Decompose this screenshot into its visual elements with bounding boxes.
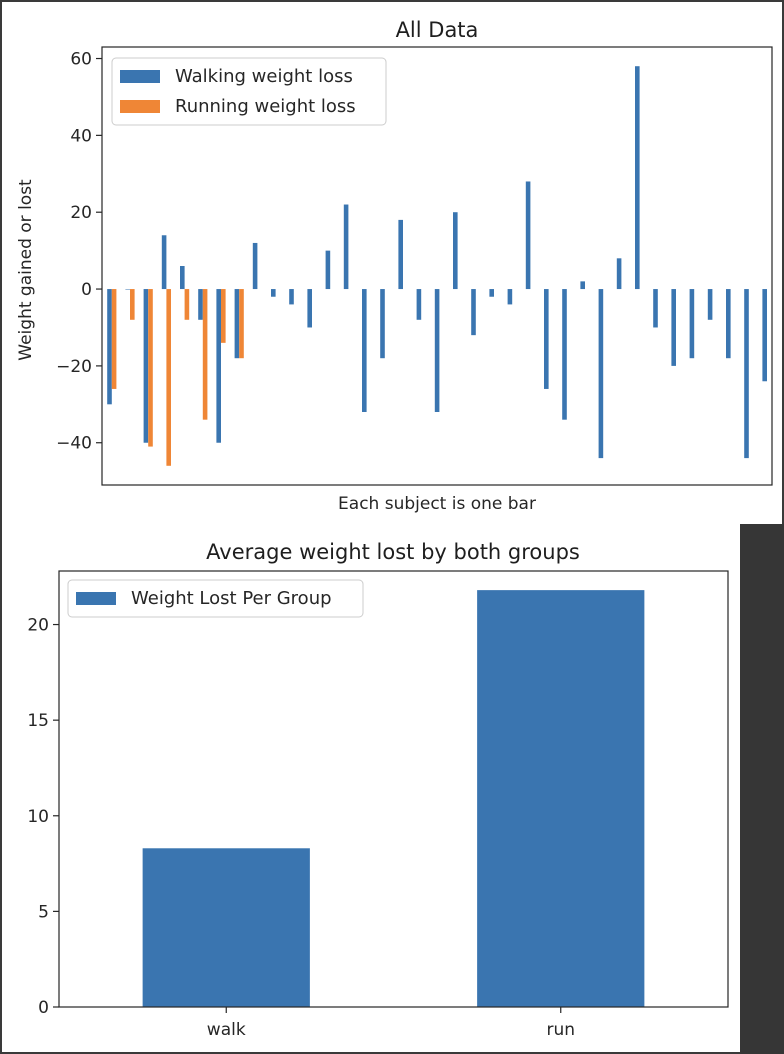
all-data-axes: −40 −20 0 20 40 60 (56, 46, 773, 486)
walking-bar-6 (216, 289, 221, 443)
walking-bar-36 (762, 289, 767, 382)
bar-run (477, 590, 645, 1007)
all-data-chart: −40 −20 0 20 40 60 All Data Each subject is o… (16, 18, 773, 514)
walking-bar-18 (434, 289, 440, 412)
legend: Weight Lost Per Group (67, 579, 364, 618)
y-tick-label: 15 (27, 711, 49, 731)
running-bar-6 (221, 289, 226, 343)
running-bar-1 (130, 289, 135, 320)
walking-bar-16 (398, 219, 403, 290)
walking-bar-4 (180, 266, 185, 290)
legend-frame (111, 57, 387, 126)
walking-bar-29 (635, 66, 640, 290)
walking-bar-24 (544, 289, 549, 389)
walking-bar-9 (271, 289, 276, 297)
bar-walk (142, 848, 310, 1007)
walking-bar-34 (726, 289, 731, 359)
walking-bar-20 (471, 289, 476, 336)
y-tick-label: 20 (27, 616, 49, 636)
all-data-bars (107, 66, 767, 466)
walking-bar-27 (598, 289, 604, 459)
y-tick-label: 10 (27, 807, 49, 827)
walking-bar-3 (161, 235, 167, 290)
running-bar-7 (239, 289, 244, 359)
y-tick-label: 5 (38, 902, 49, 922)
legend-frame (67, 579, 364, 618)
running-bar-5 (202, 289, 208, 420)
legend-entry: Walking weight loss (175, 66, 353, 87)
x-tick-label: run (546, 1020, 575, 1040)
walking-bar-26 (580, 281, 585, 290)
y-tick-label: 40 (70, 126, 92, 146)
plot-frame (101, 46, 773, 486)
walking-bar-35 (744, 289, 749, 459)
legend-entry: Running weight loss (175, 96, 356, 117)
walking-bar-28 (616, 258, 622, 290)
x-tick-label: walk (207, 1020, 246, 1040)
y-tick-label: −20 (56, 357, 92, 377)
chart-title: All Data (396, 18, 479, 42)
running-bar-0 (111, 289, 117, 389)
walking-bar-22 (507, 289, 513, 305)
y-tick-label: −40 (56, 434, 92, 454)
legend: Walking weight loss Running weight loss (111, 57, 387, 126)
walking-bar-23 (525, 181, 531, 290)
walking-bar-5 (198, 289, 203, 320)
y-tick-label: 0 (38, 998, 49, 1018)
y-tick-label: 60 (70, 50, 92, 70)
x-axis-label: Each subject is one bar (338, 494, 536, 514)
walking-bar-33 (707, 289, 713, 320)
running-bar-2 (148, 289, 153, 447)
legend-entry: Weight Lost Per Group (131, 588, 332, 609)
chart-title: Average weight lost by both groups (206, 540, 580, 564)
y-tick-label: 0 (81, 280, 92, 300)
walking-bar-31 (671, 289, 676, 366)
walking-bar-15 (380, 289, 385, 359)
walking-bar-17 (416, 289, 422, 320)
average-weight-chart: walk run 0 5 10 15 20 Average weight lost by b… (27, 540, 729, 1040)
walking-bar-10 (289, 289, 294, 305)
walking-bar-21 (489, 289, 494, 297)
average-bars (142, 590, 645, 1007)
walking-bar-19 (453, 212, 458, 290)
legend-swatch (120, 70, 160, 83)
y-axis-label: Weight gained or lost (16, 179, 36, 361)
walking-bar-25 (562, 289, 567, 420)
walking-bar-14 (362, 289, 367, 412)
walking-bar-12 (325, 250, 331, 290)
walking-bar-8 (252, 242, 258, 290)
walking-bar-7 (234, 289, 240, 359)
walking-bar-13 (343, 204, 349, 290)
walking-bar-32 (689, 289, 695, 359)
running-bar-4 (184, 289, 190, 320)
average-axes: walk run 0 5 10 15 20 (27, 570, 729, 1040)
running-bar-3 (166, 289, 171, 466)
legend-swatch (76, 592, 116, 605)
walking-bar-0 (107, 289, 112, 405)
walking-bar-30 (653, 289, 658, 328)
plot-frame (58, 570, 729, 1008)
legend-swatch (120, 100, 160, 113)
walking-bar-1 (125, 289, 130, 290)
walking-bar-2 (143, 289, 149, 443)
y-tick-label: 20 (70, 203, 92, 223)
walking-bar-11 (307, 289, 312, 328)
dark-side-panel (740, 524, 784, 1054)
